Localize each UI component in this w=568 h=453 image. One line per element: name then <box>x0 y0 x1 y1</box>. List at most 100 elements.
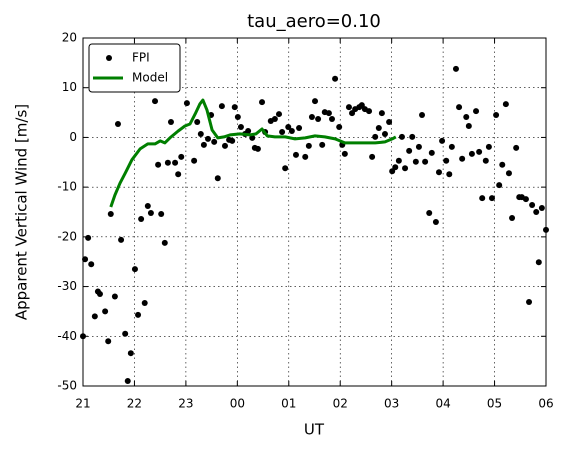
data-point <box>428 149 435 156</box>
data-point <box>249 134 256 141</box>
legend-box <box>88 43 181 93</box>
data-point <box>271 116 278 123</box>
data-point <box>114 121 121 128</box>
x-tick-label: 05 <box>487 397 502 411</box>
data-point <box>102 308 109 315</box>
data-point <box>332 75 339 82</box>
legend-label: FPI <box>132 51 150 65</box>
data-point <box>127 350 134 357</box>
y-tick-label: 0 <box>69 130 77 144</box>
y-tick-label: -10 <box>57 180 77 194</box>
data-point <box>105 338 112 345</box>
data-point <box>409 133 416 140</box>
model-line <box>109 98 397 208</box>
x-tick-label: 06 <box>538 397 553 411</box>
data-point <box>231 104 238 111</box>
data-point <box>82 256 89 263</box>
data-point <box>167 119 174 126</box>
data-point <box>211 138 218 145</box>
data-point <box>375 124 382 131</box>
data-point <box>155 161 162 168</box>
data-point <box>144 203 151 210</box>
data-point <box>124 378 131 385</box>
data-point <box>122 330 129 337</box>
x-tick-label: 03 <box>384 397 399 411</box>
data-point <box>505 170 512 177</box>
data-point <box>152 98 159 105</box>
plot-frame <box>82 37 547 387</box>
data-point <box>197 130 204 137</box>
data-point <box>135 311 142 318</box>
data-point <box>234 114 241 121</box>
data-point <box>482 157 489 164</box>
legend-label: Model <box>132 71 168 85</box>
data-point <box>402 165 409 172</box>
data-point <box>479 195 486 202</box>
y-axis-label: Apparent Vertical Wind [m/s] <box>13 104 31 320</box>
x-tick-label: 21 <box>75 397 90 411</box>
x-tick-label: 23 <box>178 397 193 411</box>
x-tick-label: 00 <box>230 397 245 411</box>
data-point <box>459 155 466 162</box>
data-point <box>533 209 540 215</box>
data-point <box>308 114 315 121</box>
data-point <box>221 142 228 149</box>
data-point <box>312 98 319 105</box>
data-point <box>336 123 343 130</box>
data-point <box>218 103 225 110</box>
data-point <box>183 100 190 107</box>
data-point <box>412 158 419 165</box>
data-point <box>509 214 516 221</box>
data-point <box>172 159 179 166</box>
data-point <box>395 157 402 164</box>
data-point <box>386 119 393 126</box>
data-point <box>526 298 533 305</box>
data-point <box>164 159 171 166</box>
data-point <box>446 171 453 178</box>
data-point <box>493 112 500 119</box>
x-tick-label: 22 <box>127 397 142 411</box>
data-point <box>529 202 536 209</box>
data-point <box>381 130 388 137</box>
data-point <box>205 135 212 142</box>
data-point <box>288 127 295 134</box>
y-tick-label: -50 <box>57 379 77 393</box>
data-point <box>175 171 182 178</box>
data-point <box>398 133 405 140</box>
data-point <box>372 133 379 140</box>
data-point <box>296 124 303 131</box>
data-point <box>502 101 509 108</box>
y-tick-label: 10 <box>62 80 77 94</box>
data-point <box>229 137 236 144</box>
data-point <box>282 165 289 172</box>
y-tick-label: -20 <box>57 229 77 243</box>
data-point <box>107 210 114 217</box>
data-point <box>439 137 446 144</box>
data-point <box>214 175 221 182</box>
data-point <box>345 104 352 111</box>
data-point <box>496 182 503 189</box>
data-point <box>513 144 520 151</box>
data-point <box>432 218 439 225</box>
data-point <box>443 157 450 164</box>
data-point <box>259 99 266 106</box>
data-point <box>448 143 455 150</box>
data-point <box>96 291 103 298</box>
y-tick-label: 20 <box>62 31 77 45</box>
data-point <box>131 266 138 273</box>
data-point <box>473 108 480 115</box>
x-tick-label: 02 <box>333 397 348 411</box>
x-tick-label: 01 <box>281 397 296 411</box>
chart-title: tau_aero=0.10 <box>247 11 381 32</box>
data-point <box>305 142 312 149</box>
y-tick-label: -40 <box>57 329 77 343</box>
data-point <box>141 299 148 306</box>
data-point <box>276 111 283 118</box>
data-point <box>85 234 92 241</box>
data-point <box>535 259 542 266</box>
data-point <box>279 128 286 135</box>
data-point <box>452 65 459 72</box>
data-point <box>315 116 322 123</box>
data-point <box>488 195 495 202</box>
